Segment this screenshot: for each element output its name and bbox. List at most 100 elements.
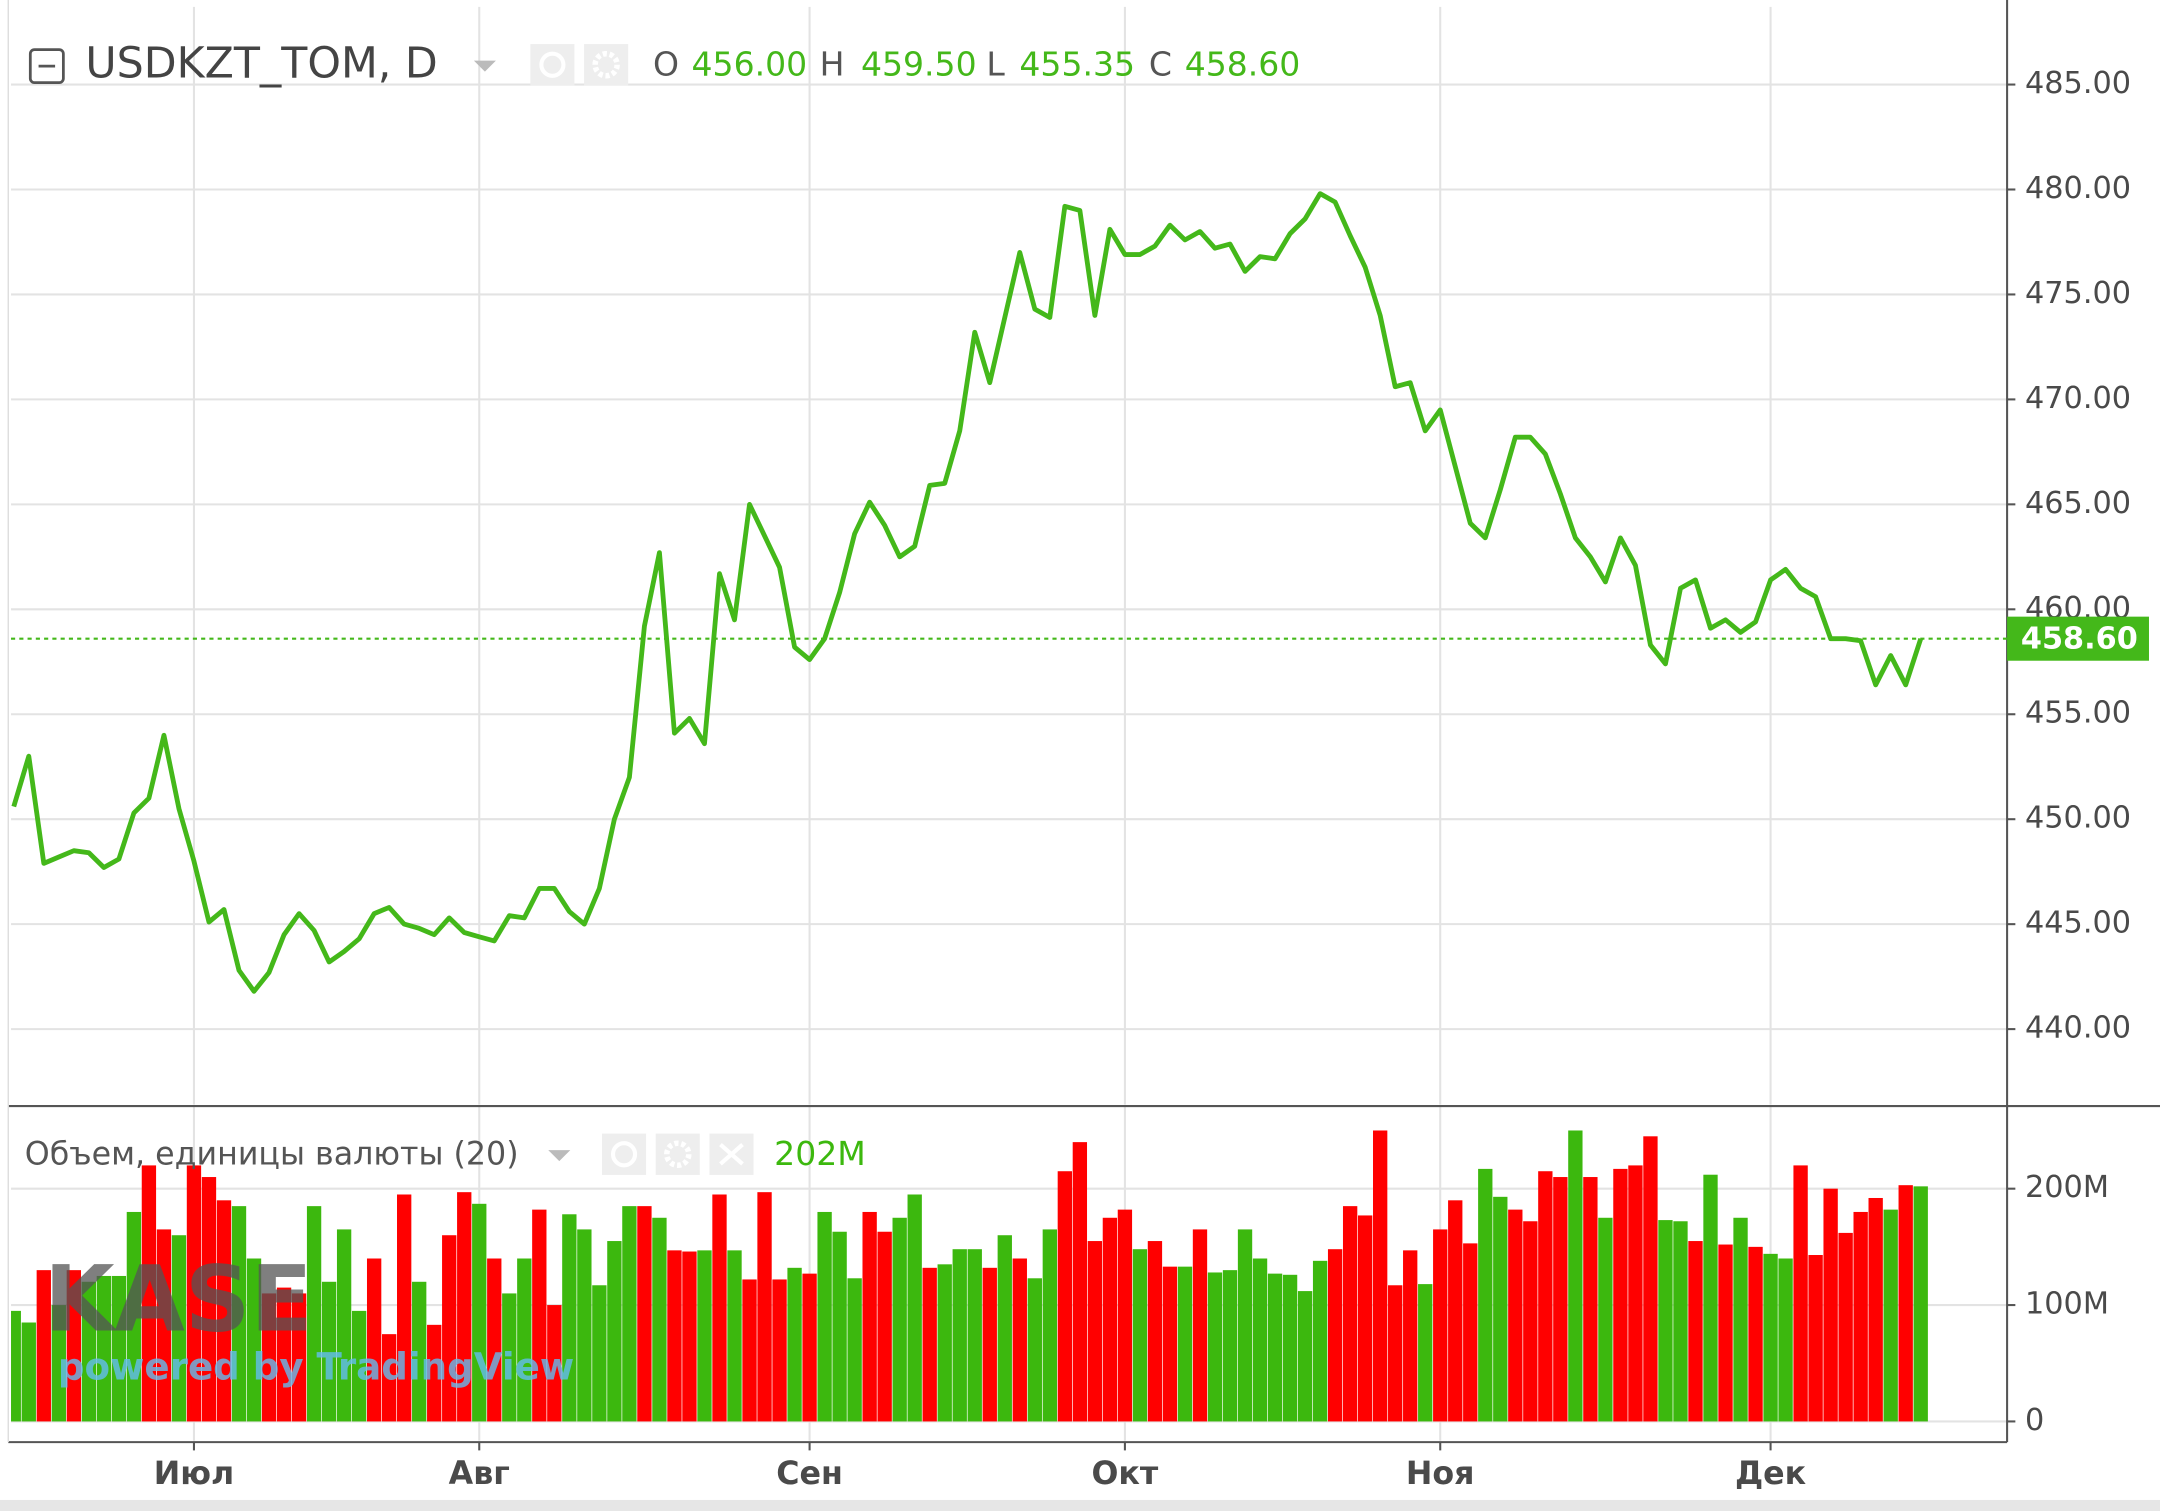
- volume-bar: [742, 1279, 757, 1422]
- volume-bar: [1222, 1270, 1238, 1422]
- volume-bar: [982, 1267, 997, 1422]
- volume-bar: [1072, 1142, 1088, 1422]
- volume-bar: [1027, 1278, 1042, 1422]
- volume-bar: [1327, 1249, 1343, 1422]
- volume-bar: [1538, 1171, 1553, 1422]
- volume-bar: [487, 1258, 502, 1422]
- volume-bar: [397, 1194, 412, 1422]
- y-tick-label: 475.00: [2025, 276, 2131, 311]
- volume-bar: [907, 1194, 922, 1422]
- price-series: [11, 191, 1924, 994]
- volume-bar: [1613, 1168, 1628, 1422]
- volume-bar: [1583, 1177, 1598, 1422]
- volume-bar: [1778, 1258, 1793, 1422]
- volume-bar: [1763, 1253, 1778, 1422]
- volume-bar: [727, 1250, 742, 1422]
- y-tick-label: 100M: [2025, 1287, 2109, 1322]
- y-tick-label: 450.00: [2025, 801, 2131, 836]
- symbol-dropdown[interactable]: [473, 60, 496, 72]
- ohlc-value: 458.60: [1185, 45, 1301, 84]
- volume-bar: [1388, 1285, 1403, 1422]
- volume-bar: [336, 1229, 352, 1422]
- close-icon: [719, 1143, 744, 1166]
- volume-bar: [111, 1275, 127, 1422]
- volume-bar: [847, 1278, 862, 1422]
- volume-bar: [306, 1206, 322, 1422]
- volume-bar: [66, 1270, 82, 1422]
- volume-visibility-button[interactable]: [601, 1133, 647, 1175]
- gear-icon: [663, 1140, 692, 1169]
- volume-bar: [1207, 1272, 1223, 1422]
- volume-bar: [1433, 1229, 1448, 1422]
- volume-bar: [457, 1192, 472, 1422]
- ohlc-value: 455.35: [1019, 45, 1135, 84]
- y-tick-label: 455.00: [2025, 696, 2131, 731]
- volume-bar: [36, 1270, 51, 1422]
- volume-bar: [637, 1206, 652, 1422]
- volume-bar: [1448, 1200, 1463, 1422]
- volume-bar: [997, 1235, 1012, 1422]
- volume-bar: [1553, 1177, 1568, 1422]
- volume-bar: [1237, 1229, 1253, 1422]
- volume-bar: [1733, 1217, 1748, 1422]
- volume-bar: [1373, 1130, 1388, 1422]
- volume-bar: [1012, 1258, 1027, 1422]
- volume-bar: [1823, 1188, 1838, 1422]
- volume-bar: [1568, 1130, 1583, 1422]
- volume-bar: [171, 1235, 187, 1422]
- volume-bar: [1418, 1284, 1433, 1422]
- volume-bar: [547, 1305, 562, 1422]
- ohlc-name: L: [986, 45, 1005, 84]
- watermark-text: powered by TradingView: [58, 1345, 574, 1389]
- volume-bar: [532, 1209, 547, 1422]
- volume-bar: [351, 1310, 367, 1422]
- volume-dropdown[interactable]: [548, 1150, 571, 1162]
- x-tick-label: Авг: [449, 1456, 510, 1492]
- volume-bar: [1493, 1196, 1508, 1422]
- volume-bar: [472, 1203, 487, 1422]
- volume-bar: [1252, 1258, 1268, 1422]
- y-tick-label: 465.00: [2025, 486, 2131, 521]
- volume-bar: [1898, 1185, 1913, 1422]
- volume-bar: [1838, 1232, 1853, 1422]
- volume-bar: [366, 1258, 382, 1422]
- volume-bar: [51, 1305, 66, 1422]
- last-price-tag: [2007, 616, 2149, 661]
- ohlc-name: O: [653, 45, 679, 84]
- settings-button[interactable]: [584, 44, 629, 86]
- volume-bar: [216, 1200, 232, 1422]
- collapse-button[interactable]: [28, 48, 65, 85]
- ohlc-legend: O 456.00 H 459.50 L 455.35 C 458.60: [653, 45, 1300, 84]
- volume-bar: [291, 1293, 307, 1422]
- volume-bar: [1357, 1215, 1373, 1422]
- visibility-button[interactable]: [530, 44, 575, 86]
- volume-bar: [141, 1165, 157, 1422]
- volume-bar: [1297, 1291, 1313, 1422]
- volume-bar: [712, 1194, 727, 1422]
- volume-bar: [1147, 1241, 1163, 1422]
- eye-icon: [539, 51, 566, 78]
- x-tick-label: Дек: [1735, 1456, 1807, 1492]
- volume-bar: [967, 1249, 982, 1422]
- volume-bar: [1267, 1273, 1283, 1422]
- volume-bar: [802, 1273, 817, 1422]
- volume-bar: [246, 1258, 262, 1422]
- volume-bar: [186, 1165, 202, 1422]
- volume-bar: [1883, 1209, 1898, 1422]
- y-tick-label: 440.00: [2025, 1011, 2131, 1046]
- volume-bar: [862, 1211, 877, 1422]
- volume-bar: [622, 1206, 637, 1422]
- volume-bar: [1508, 1209, 1523, 1422]
- volume-bar: [231, 1206, 247, 1422]
- volume-bar: [1117, 1209, 1133, 1422]
- volume-bar: [1808, 1255, 1823, 1422]
- eye-icon: [610, 1141, 638, 1168]
- ohlc-value: 459.50: [861, 45, 977, 84]
- volume-bar: [1673, 1221, 1688, 1422]
- volume-settings-button[interactable]: [655, 1133, 700, 1175]
- volume-bar: [922, 1267, 937, 1422]
- volume-bar: [1057, 1171, 1073, 1422]
- volume-bar: [321, 1281, 337, 1422]
- volume-bar: [1132, 1249, 1148, 1422]
